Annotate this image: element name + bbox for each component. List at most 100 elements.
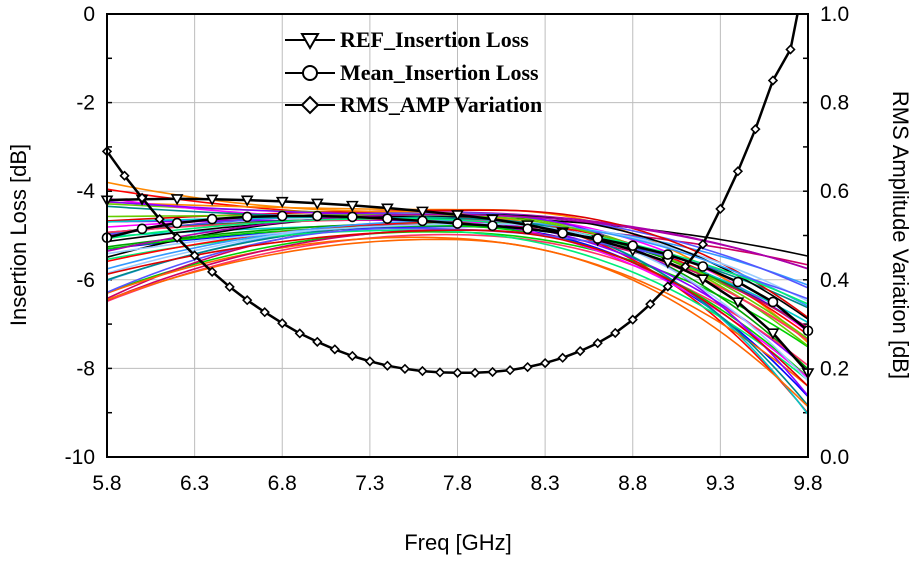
marker-circle xyxy=(206,213,218,225)
x-axis-ticks: 5.8 6.3 6.8 7.3 7.8 8.3 8.8 9.3 9.8 xyxy=(92,472,822,495)
marker-diamond xyxy=(715,203,726,215)
marker-diamond xyxy=(434,367,446,378)
marker-circle xyxy=(311,210,323,222)
marker-diamond xyxy=(259,307,270,318)
x-tick-label: 7.8 xyxy=(443,472,472,495)
marker-diamond xyxy=(697,239,708,250)
marker-circle xyxy=(417,215,428,227)
legend-label-ref: REF_Insertion Loss xyxy=(340,27,529,52)
right-tick-label: 0.6 xyxy=(820,180,849,203)
marker-diamond xyxy=(189,250,200,261)
marker-circle xyxy=(171,217,183,229)
marker-circle xyxy=(241,211,253,223)
x-tick-label: 8.8 xyxy=(618,472,647,495)
marker-circle xyxy=(697,261,709,272)
marker-diamond xyxy=(504,365,516,376)
marker-diamond xyxy=(732,166,744,177)
marker-diamond xyxy=(575,345,586,357)
marker-diamond xyxy=(662,281,673,292)
marker-diamond xyxy=(680,261,691,272)
legend-marker-diamond xyxy=(300,95,320,115)
left-tick-label: -10 xyxy=(65,446,95,469)
marker-circle xyxy=(276,210,288,222)
legend-item-mean: Mean_Insertion Loss xyxy=(285,60,539,85)
right-tick-label: 0.2 xyxy=(820,357,849,380)
left-tick-label: -4 xyxy=(76,180,95,203)
legend-item-rms: RMS_AMP Variation xyxy=(285,92,542,117)
marker-diamond xyxy=(277,318,288,329)
marker-circle xyxy=(347,211,358,223)
marker-diamond xyxy=(487,366,498,378)
left-axis-ticks: 0 -2 -4 -6 -8 -10 xyxy=(65,3,96,469)
marker-diamond xyxy=(610,327,621,339)
marker-diamond xyxy=(750,124,761,135)
marker-circle xyxy=(136,223,148,235)
measured-curve xyxy=(106,229,809,381)
marker-diamond xyxy=(767,75,779,86)
marker-diamond xyxy=(785,44,796,55)
x-tick-label: 6.3 xyxy=(180,472,209,495)
marker-circle xyxy=(522,223,533,235)
marker-diamond xyxy=(557,352,568,363)
marker-circle xyxy=(627,240,639,251)
right-axis-label: RMS Amplitude Variation [dB] xyxy=(888,91,913,379)
x-tick-label: 6.8 xyxy=(268,472,297,495)
legend-label-rms: RMS_AMP Variation xyxy=(340,92,542,117)
marker-triangle xyxy=(275,196,289,209)
marker-diamond xyxy=(171,232,183,243)
right-axis-ticks: 1.0 0.8 0.6 0.4 0.2 0.0 xyxy=(820,3,850,469)
measured-curve xyxy=(106,238,809,408)
marker-circle xyxy=(382,213,393,224)
marker-triangle xyxy=(205,194,219,206)
marker-triangle xyxy=(345,200,359,212)
left-tick-label: -6 xyxy=(76,269,95,292)
marker-diamond xyxy=(312,336,323,347)
marker-triangle xyxy=(170,194,184,206)
plot-frame xyxy=(106,13,809,458)
right-tick-label: 1.0 xyxy=(820,3,849,26)
marker-diamond xyxy=(539,357,551,369)
left-tick-label: -8 xyxy=(76,357,95,380)
right-tick-label: 0.8 xyxy=(820,92,849,115)
marker-diamond xyxy=(242,295,253,306)
marker-triangle xyxy=(416,206,429,218)
marker-triangle xyxy=(731,297,745,309)
marker-diamond xyxy=(154,213,165,225)
marker-triangle xyxy=(310,198,324,210)
x-axis-label: Freq [GHz] xyxy=(404,530,512,555)
marker-triangle xyxy=(486,214,499,226)
left-tick-label: 0 xyxy=(83,3,95,26)
marker-diamond xyxy=(522,361,533,373)
marker-circle xyxy=(767,296,779,308)
marker-circle xyxy=(662,249,674,260)
legend-item-ref: REF_Insertion Loss xyxy=(285,27,529,52)
x-tick-label: 8.3 xyxy=(531,472,560,495)
marker-circle xyxy=(592,233,604,244)
marker-diamond xyxy=(347,350,358,362)
x-tick-label: 5.8 xyxy=(92,472,121,495)
marker-diamond xyxy=(417,365,428,377)
measured-curve xyxy=(106,229,809,387)
x-tick-label: 9.8 xyxy=(793,472,822,495)
marker-diamond xyxy=(364,356,376,367)
series-markers xyxy=(100,44,815,380)
marker-triangle xyxy=(696,274,710,286)
marker-diamond xyxy=(469,367,481,378)
marker-diamond xyxy=(382,360,393,371)
marker-circle xyxy=(557,227,568,239)
marker-diamond xyxy=(592,338,603,349)
right-tick-label: 0.4 xyxy=(820,269,850,292)
marker-circle xyxy=(732,276,744,288)
measured-curve xyxy=(106,233,809,367)
marker-circle xyxy=(452,218,463,229)
marker-triangle xyxy=(766,328,780,340)
right-tick-label: 0.0 xyxy=(820,446,849,469)
left-axis-label: Insertion Loss [dB] xyxy=(6,144,31,326)
legend-marker-triangle-down xyxy=(300,33,320,51)
legend-marker-circle xyxy=(302,65,318,81)
marker-diamond xyxy=(136,192,148,203)
marker-diamond xyxy=(207,266,218,277)
marker-diamond xyxy=(645,299,656,310)
marker-diamond xyxy=(119,170,130,181)
